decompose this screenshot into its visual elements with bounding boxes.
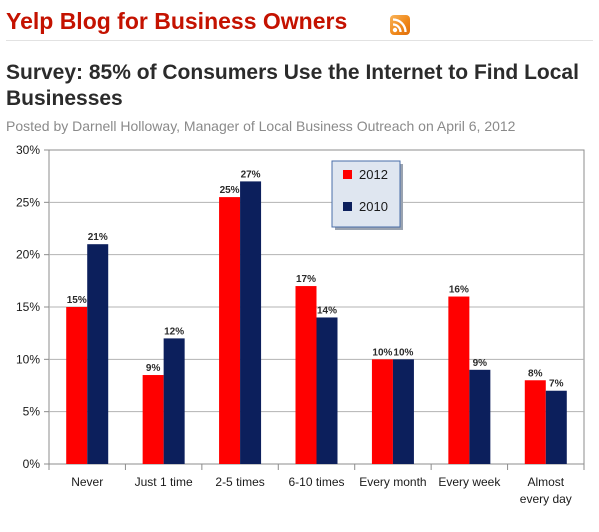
bar-2012 — [524, 380, 546, 464]
bar-2012 — [295, 286, 317, 464]
x-tick-label: Never — [71, 475, 103, 489]
bar-2012 — [371, 359, 393, 464]
x-tick-label: every day — [520, 492, 572, 506]
legend-label: 2012 — [359, 167, 388, 182]
data-label: 16% — [449, 285, 469, 296]
x-tick-label: 6-10 times — [288, 475, 344, 489]
bar-2010 — [87, 244, 109, 464]
y-tick-label: 10% — [16, 352, 40, 366]
chart-canvas: 0% 5% 10% 15% 20% 25% 30% 15% 21% Never 9% 12% Just … — [16, 143, 585, 506]
bar-2012 — [142, 375, 164, 464]
post-title[interactable]: Survey: 85% of Consumers Use the Interne… — [6, 61, 579, 110]
y-tick-label: 30% — [16, 143, 40, 157]
post-byline: Posted by Darnell Holloway, Manager of L… — [6, 118, 516, 134]
data-label: 14% — [317, 305, 337, 316]
bar-2012 — [448, 296, 470, 464]
y-tick-label: 20% — [16, 248, 40, 262]
legend-swatch-2010 — [343, 202, 352, 211]
bar-2010 — [240, 181, 262, 464]
x-tick-label: Almost — [527, 475, 564, 489]
bar-2010 — [163, 338, 185, 464]
data-label: 9% — [146, 363, 161, 374]
x-tick-label: Every week — [438, 475, 501, 489]
x-tick-label: 2-5 times — [215, 475, 264, 489]
survey-bar-chart: 0% 5% 10% 15% 20% 25% 30% 15% 21% Never 9% 12% Just … — [0, 138, 599, 532]
data-label: 7% — [549, 379, 564, 390]
bar-2012 — [66, 307, 88, 464]
rss-glyph — [392, 18, 407, 33]
x-tick-label: Just 1 time — [135, 475, 193, 489]
bar-2012 — [219, 197, 241, 464]
rss-icon[interactable] — [390, 15, 410, 35]
y-tick-label: 15% — [16, 300, 40, 314]
y-tick-label: 5% — [23, 405, 41, 419]
bar-2010 — [545, 390, 567, 464]
data-label: 10% — [393, 347, 413, 358]
data-label: 9% — [473, 358, 488, 369]
y-tick-label: 0% — [23, 457, 41, 471]
legend-label: 2010 — [359, 199, 388, 214]
bar-2010 — [316, 317, 338, 464]
data-label: 27% — [241, 169, 261, 180]
x-tick-label: Every month — [359, 475, 426, 489]
data-label: 17% — [296, 274, 316, 285]
data-label: 21% — [88, 232, 108, 243]
data-label: 8% — [528, 368, 543, 379]
bar-2010 — [469, 369, 491, 464]
blog-header: Yelp Blog for Business Owners — [6, 6, 593, 41]
data-label: 15% — [67, 295, 87, 306]
data-label: 25% — [220, 185, 240, 196]
data-label: 10% — [372, 347, 392, 358]
legend-swatch-2012 — [343, 170, 352, 179]
blog-title[interactable]: Yelp Blog for Business Owners — [6, 8, 348, 34]
data-label: 12% — [164, 326, 184, 337]
bar-2010 — [392, 359, 414, 464]
y-tick-label: 25% — [16, 195, 40, 209]
